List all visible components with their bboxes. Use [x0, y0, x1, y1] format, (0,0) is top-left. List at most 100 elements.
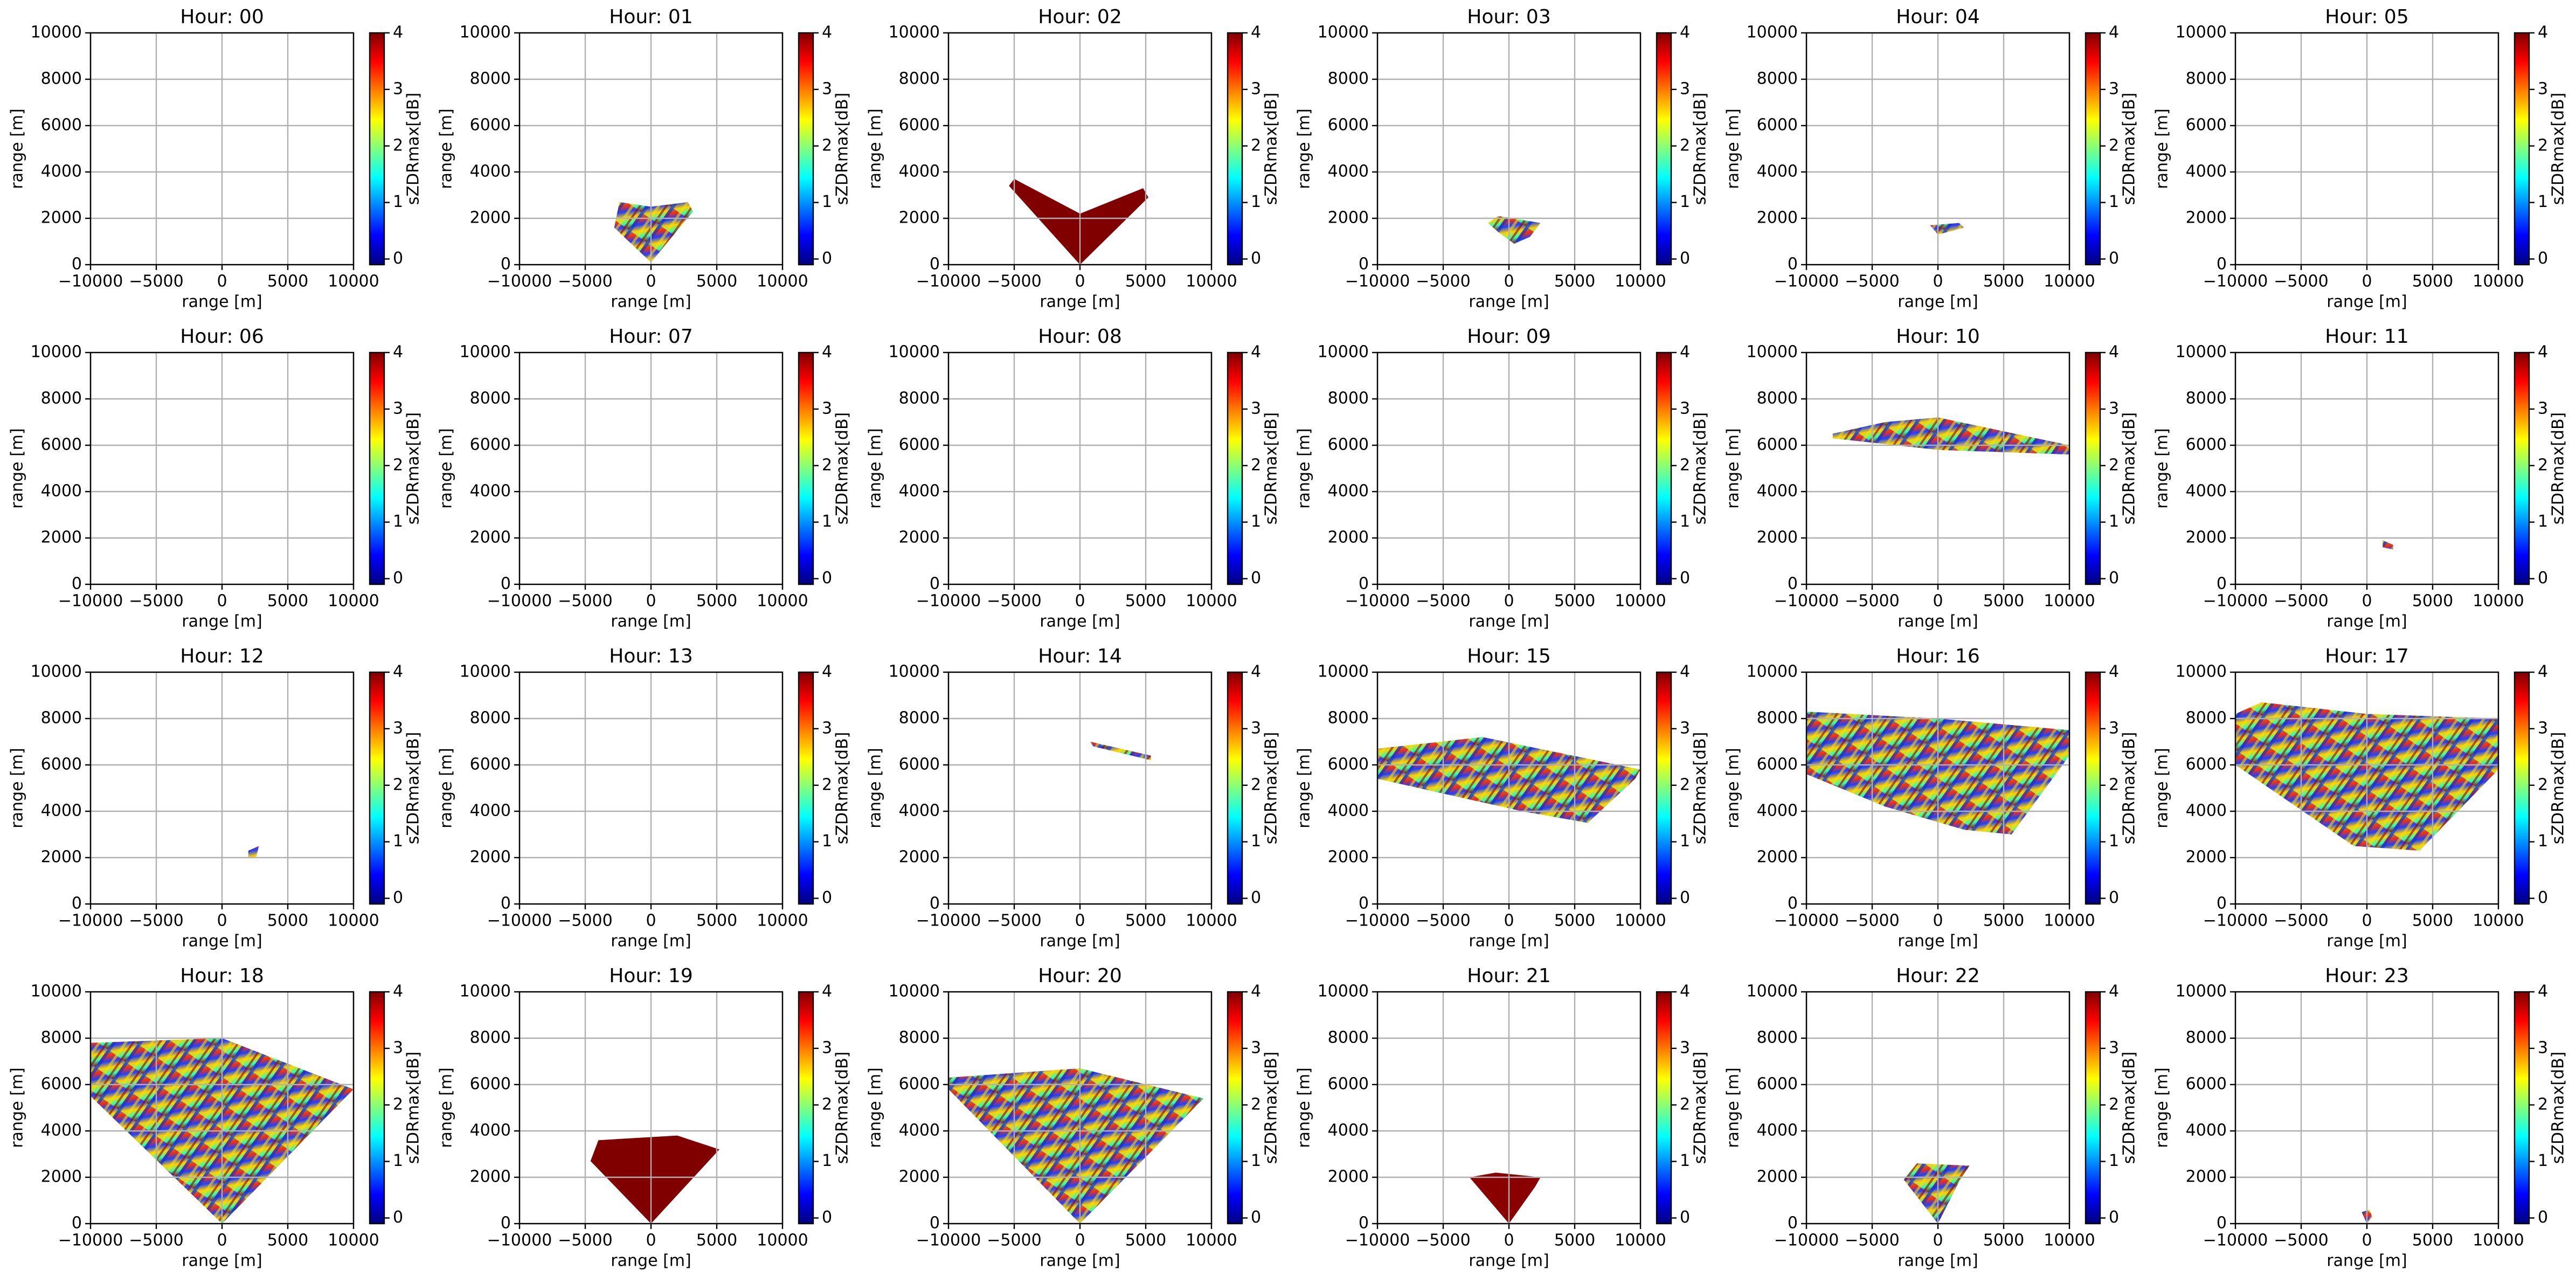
colorbar	[2085, 351, 2101, 585]
y-tick-label: 8000	[899, 389, 940, 408]
plot-frame	[518, 32, 784, 266]
y-tick-label: 0	[72, 1214, 82, 1233]
colorbar-tick-label: 1	[2109, 192, 2119, 211]
colorbar-label: sZDRmax[dB]	[2120, 1052, 2139, 1164]
subplot: −10000 −5000 0 5000 100000200040006000800010…	[437, 6, 852, 312]
x-tick-label: −5000	[1845, 272, 1899, 291]
y-tick-label: 10000	[1747, 343, 1798, 362]
colorbar-tick-label: 3	[393, 399, 403, 418]
x-tick-label: −5000	[2274, 592, 2328, 611]
x-tick-label: 5000	[1125, 912, 1166, 930]
x-tick-label: 0	[2362, 272, 2372, 291]
colorbar-label: sZDRmax[dB]	[833, 1052, 852, 1164]
plot-frame	[1805, 671, 2071, 905]
colorbar-tick-label: 1	[822, 1151, 832, 1170]
colorbar-tick-label: 3	[393, 79, 403, 98]
x-tick-label: 0	[646, 912, 656, 930]
subplot-title: Hour: 04	[1896, 6, 1979, 28]
x-tick-label: 5000	[1125, 592, 1166, 611]
colorbar-tick-label: 1	[1251, 832, 1261, 851]
x-tick-label: 10000	[328, 592, 379, 611]
x-tick-label: 5000	[696, 592, 737, 611]
subplot: −10000 −5000 0 5000 100000200040006000800010…	[8, 965, 423, 1271]
colorbar-tick-label: 1	[2538, 1151, 2548, 1170]
y-tick-label: 0	[1788, 1214, 1798, 1233]
x-tick-label: −5000	[129, 1231, 183, 1250]
x-tick-label: −5000	[1416, 272, 1470, 291]
y-tick-label: 10000	[460, 662, 511, 681]
colorbar-tick-label: 0	[1251, 1208, 1261, 1227]
colorbar	[798, 32, 814, 266]
colorbar-label: sZDRmax[dB]	[2120, 93, 2139, 205]
x-axis-label: range [m]	[1469, 293, 1549, 312]
y-tick-label: 8000	[1328, 70, 1369, 88]
y-tick-label: 4000	[899, 482, 940, 501]
x-tick-label: 5000	[1554, 1231, 1595, 1250]
x-axis-label: range [m]	[2326, 612, 2407, 631]
y-tick-label: 8000	[470, 709, 511, 728]
colorbar-tick-label: 4	[1251, 23, 1261, 42]
y-axis-label: range [m]	[866, 108, 885, 189]
y-axis-label: range [m]	[866, 428, 885, 508]
y-tick-label: 6000	[1757, 436, 1798, 454]
x-tick-label: 5000	[696, 1231, 737, 1250]
y-tick-label: 10000	[31, 343, 82, 362]
x-axis-label: range [m]	[611, 932, 691, 951]
y-tick-label: 10000	[889, 662, 940, 681]
colorbar-tick-label: 0	[1680, 1208, 1690, 1227]
colorbar-tick-label: 1	[1251, 1151, 1261, 1170]
y-tick-label: 8000	[899, 709, 940, 728]
x-axis-label: range [m]	[182, 1252, 262, 1271]
y-tick-label: 8000	[2186, 709, 2227, 728]
y-axis-label: range [m]	[1295, 1067, 1314, 1148]
x-tick-label: −10000	[916, 592, 981, 611]
colorbar-tick-label: 4	[2109, 662, 2119, 681]
x-tick-label: −10000	[2203, 1231, 2268, 1250]
x-tick-label: 5000	[1125, 1231, 1166, 1250]
x-tick-label: 5000	[1554, 912, 1595, 930]
plot-frame	[2234, 32, 2499, 266]
x-axis-label: range [m]	[611, 612, 691, 631]
y-tick-label: 2000	[1757, 209, 1798, 227]
x-tick-label: −10000	[487, 272, 552, 291]
x-axis-label: range [m]	[1469, 1252, 1549, 1271]
y-tick-label: 8000	[899, 70, 940, 88]
subplot-title: Hour: 10	[1896, 326, 1979, 348]
plot-frame	[1376, 32, 1642, 266]
y-tick-label: 4000	[470, 162, 511, 181]
colorbar-tick-label: 3	[2538, 719, 2548, 737]
x-axis-label: range [m]	[182, 612, 262, 631]
y-tick-label: 2000	[41, 848, 82, 867]
x-axis-label: range [m]	[1040, 612, 1120, 631]
x-axis-label: range [m]	[1898, 932, 1978, 951]
plot-frame	[1805, 991, 2071, 1225]
x-tick-label: 0	[1933, 272, 1943, 291]
colorbar-tick-label: 1	[2538, 192, 2548, 211]
colorbar-tick-label: 3	[393, 719, 403, 737]
y-tick-label: 2000	[2186, 209, 2227, 227]
colorbar-tick-label: 1	[822, 512, 832, 531]
colorbar-label: sZDRmax[dB]	[2549, 93, 2568, 205]
y-tick-label: 8000	[899, 1028, 940, 1047]
colorbar	[798, 351, 814, 585]
y-tick-label: 8000	[2186, 1028, 2227, 1047]
colorbar	[1656, 671, 1672, 905]
colorbar-tick-label: 4	[393, 343, 403, 362]
y-tick-label: 4000	[1757, 162, 1798, 181]
colorbar-tick-label: 4	[822, 662, 832, 681]
colorbar-tick-label: 4	[1251, 343, 1261, 362]
colorbar-tick-label: 0	[393, 569, 403, 588]
y-tick-label: 4000	[41, 1121, 82, 1140]
y-tick-label: 0	[1359, 1214, 1369, 1233]
colorbar-label: sZDRmax[dB]	[404, 1052, 423, 1164]
colorbar-tick-label: 0	[1251, 888, 1261, 907]
colorbar-tick-label: 1	[1680, 1151, 1690, 1170]
plot-frame	[1805, 351, 2071, 585]
colorbar-tick-label: 3	[822, 399, 832, 418]
y-tick-label: 10000	[1318, 662, 1369, 681]
x-tick-label: −5000	[558, 912, 612, 930]
y-tick-label: 0	[1788, 575, 1798, 593]
y-tick-label: 4000	[899, 1121, 940, 1140]
x-tick-label: 5000	[1983, 592, 2024, 611]
y-tick-label: 4000	[470, 482, 511, 501]
